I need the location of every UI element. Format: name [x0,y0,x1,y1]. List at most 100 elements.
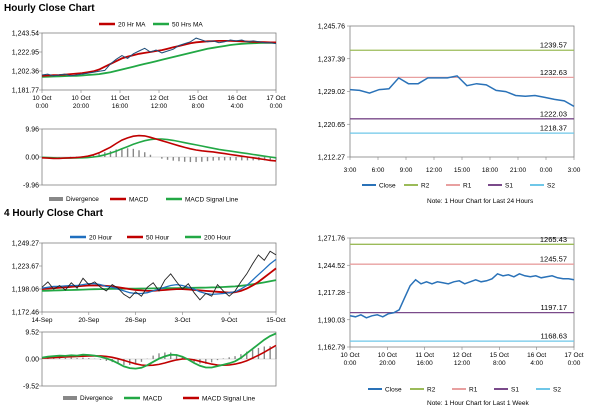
hourly-24h-xtick-label: 12:00 [426,167,443,174]
four-hourly-week-legend-close: Close [385,387,402,394]
four-hourly-price-plot-frame [41,242,277,313]
hourly-price-xtick-label: 17 Oct [266,95,285,102]
hourly-24h-legend-s1: S1 [505,183,513,190]
hourly-24h-level-label-s2: 1218.37 [540,124,567,133]
four-hourly-week-xtick-label: 16:00 [417,360,434,367]
four-hourly-week-xtick-label: 10 Oct [378,352,397,359]
hourly-24h-close-line [349,75,575,108]
four-hourly-close-line [41,250,277,301]
hourly-close-line [41,37,277,77]
hourly-24h-ytick-label: 1,229.02 [318,89,345,96]
hourly-24h-level-label-s1: 1222.03 [540,109,567,118]
four-hourly-week-ytick-label: 1,244.52 [318,263,345,270]
four-hourly-chart-title: 4 Hourly Close Chart [4,208,103,219]
hourly-24h-ytick-label: 1,237.39 [318,56,345,63]
four-hourly-price-xtick-label: 15-Oct [266,317,286,324]
hourly-price-ytick-label: 1,202.36 [12,69,39,76]
four-hourly-price-xtick-label: 3-Oct [174,317,190,324]
hourly-legend-divergence-swatch [49,197,63,201]
hourly-legend-50hr-ma-label: 50 Hrs MA [172,22,203,29]
four-hourly-200-hour-line [41,279,277,292]
hourly-price-xtick-label: 4:00 [231,103,244,110]
hourly-macd-line [41,134,277,162]
hourly-24h-ytick-label: 1,245.76 [318,24,345,31]
hourly-price-xtick-label: 16:00 [112,103,129,110]
four-hourly-price-xtick-label: 14-Sep [32,317,53,324]
hourly-24h-legend-close: Close [379,183,396,190]
four-hourly-week-xtick-label: 17 Oct [564,352,583,359]
hourly-24h-xtick-label: 3:00 [568,167,581,174]
hourly-24h-xtick-label: 21:00 [510,167,527,174]
hourly-price-ytick-label: 1,222.95 [12,50,39,57]
four-hourly-20-hour-line [41,258,277,296]
hourly-24h-level-label-r1: 1232.63 [540,68,567,77]
four-hourly-price-ytick-label: 1,223.67 [12,264,39,271]
four-hourly-week-xtick-label: 11 Oct [415,352,434,359]
hourly-price-ytick-label: 1,181.77 [12,88,39,95]
four-hourly-week-xtick-label: 12 Oct [452,352,471,359]
hourly-price-xtick-label: 0:00 [270,103,283,110]
four-hourly-week-xtick-label: 0:00 [344,360,357,367]
hourly-macd-ytick-label: 0.00 [25,155,39,162]
four-hourly-week-level-label-s1: 1197.17 [540,303,567,312]
hourly-macd-signal-line [41,138,277,159]
hourly-macd-ytick-label: -9.96 [23,183,39,190]
four-hourly-week-xtick-label: 15 Oct [490,352,509,359]
hourly-price-xtick-label: 12 Oct [149,95,168,102]
four-hourly-week-xtick-label: 0:00 [568,360,581,367]
four-hourly-week-close-line [349,272,575,319]
hourly-price-xtick-label: 12:00 [151,103,168,110]
hourly-legend-20hr-ma-label: 20 Hr MA [118,22,146,29]
hourly-24h-ytick-label: 1,212.27 [318,155,345,162]
four-hourly-legend-macd-signal-label: MACD Signal Line [202,396,255,403]
four-hourly-week-level-label-s2: 1168.63 [540,332,567,341]
hourly-price-xtick-label: 16 Oct [227,95,246,102]
hourly-price-xtick-label: 8:00 [192,103,205,110]
four-hourly-week-ytick-label: 1,162.79 [318,345,345,352]
four-hourly-price-xtick-label: 20-Sep [78,317,99,324]
hourly-legend-macd-signal-label: MACD Signal Line [185,197,238,204]
four-hourly-week-ytick-label: 1,217.28 [318,290,345,297]
hourly-24h-legend-r2: R2 [421,183,430,190]
hourly-legend-macd-label: MACD [129,197,148,204]
hourly-price-xtick-label: 20:00 [73,103,90,110]
four-hourly-legend-macd-label: MACD [143,396,162,403]
four-hourly-legend-50-hour-label: 50 Hour [146,235,170,242]
four-hourly-week-legend-s2: S2 [553,387,561,394]
four-hourly-macd-ytick-label: 9.52 [25,330,39,337]
four-hourly-legend-20-hour-label: 20 Hour [89,235,113,242]
hourly-24h-xtick-label: 6:00 [372,167,385,174]
four-hourly-week-legend-s1: S1 [511,387,519,394]
four-hourly-week-level-label-r2: 1265.43 [540,235,567,244]
four-hourly-week-legend-r2: R2 [427,387,436,394]
four-hourly-price-ytick-label: 1,249.27 [12,241,39,248]
hourly-20hr-ma-line [41,40,276,77]
four-hourly-macd-ytick-label: -9.52 [23,384,39,391]
hourly-price-xtick-label: 0:00 [36,103,49,110]
hourly-price-xtick-label: 10 Oct [71,95,90,102]
four-hourly-week-xtick-label: 10 Oct [340,352,359,359]
four-hourly-price-ytick-label: 1,172.46 [12,310,39,317]
hourly-macd-ytick-label: 9.96 [25,127,39,134]
hourly-24h-xtick-label: 18:00 [482,167,499,174]
hourly-24h-xtick-label: 9:00 [400,167,413,174]
four-hourly-macd-ytick-label: 0.00 [25,357,39,364]
hourly-24h-xtick-label: 3:00 [344,167,357,174]
four-hourly-week-xtick-label: 20:00 [379,360,396,367]
hourly-24h-legend-r1: R1 [463,183,472,190]
four-hourly-legend-divergence-swatch [63,396,77,400]
four-hourly-week-ytick-label: 1,271.76 [318,236,345,243]
hourly-24h-note: Note: 1 Hour Chart for Last 24 Hours [427,198,534,205]
hourly-price-xtick-label: 11 Oct [111,95,130,102]
four-hourly-price-xtick-label: 26-Sep [125,317,146,324]
hourly-24h-xtick-label: 15:00 [454,167,471,174]
four-hourly-price-ytick-label: 1,198.06 [12,287,39,294]
four-hourly-week-level-label-r1: 1245.57 [540,255,567,264]
four-hourly-week-xtick-label: 8:00 [493,360,506,367]
four-hourly-price-xtick-label: 9-Oct [221,317,237,324]
four-hourly-week-legend-r1: R1 [469,387,478,394]
four-hourly-week-ytick-label: 1,190.03 [318,317,345,324]
four-hourly-week-xtick-label: 16 Oct [527,352,546,359]
hourly-24h-ytick-label: 1,220.65 [318,122,345,129]
